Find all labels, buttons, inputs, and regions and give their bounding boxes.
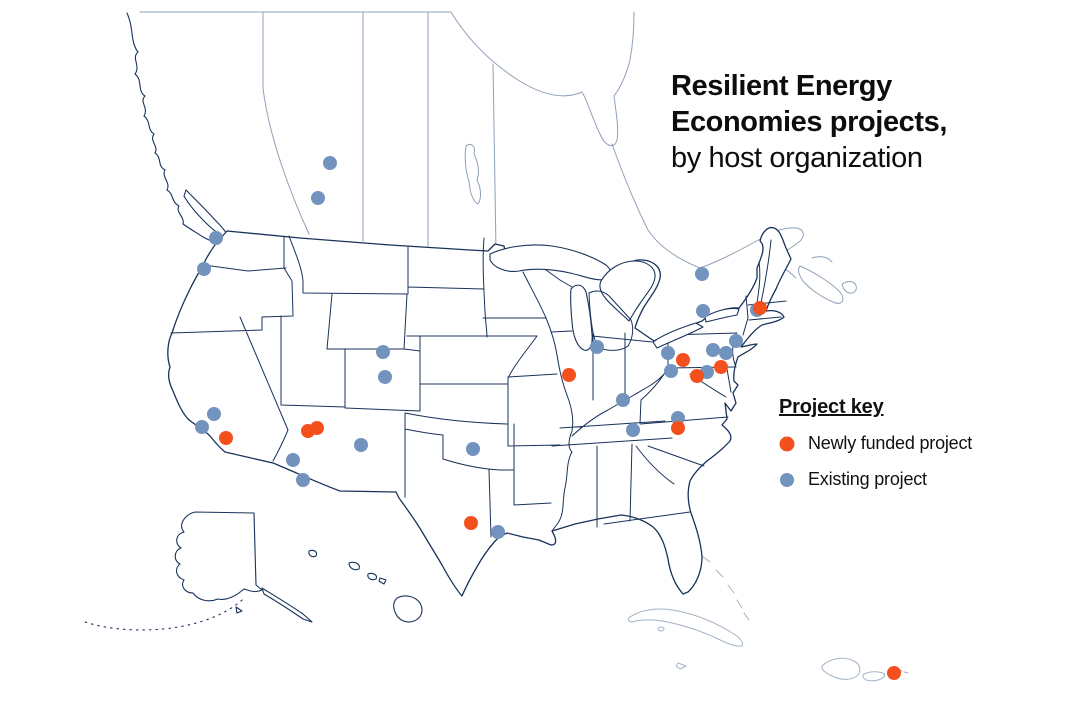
existing-swatch-icon bbox=[780, 472, 794, 487]
vancouver-island bbox=[183, 189, 230, 239]
hispaniola bbox=[821, 657, 861, 680]
us-outline bbox=[167, 226, 792, 597]
hawaii-big-island bbox=[393, 595, 423, 623]
cape-breton-island bbox=[841, 281, 857, 294]
manitoba-ontario-border bbox=[492, 63, 497, 252]
bc-alberta-border bbox=[262, 11, 310, 235]
project-marker-existing[interactable] bbox=[197, 262, 211, 276]
lake-winnipeg bbox=[464, 143, 481, 205]
nova-scotia bbox=[798, 265, 844, 304]
project-marker-existing[interactable] bbox=[378, 370, 392, 384]
project-marker-existing[interactable] bbox=[696, 304, 710, 318]
legend-item-existing: Existing project bbox=[779, 469, 972, 490]
lake-erie bbox=[652, 322, 704, 349]
legend-label-newly-funded: Newly funded project bbox=[808, 433, 973, 453]
project-marker-existing[interactable] bbox=[311, 191, 325, 205]
lake-huron bbox=[599, 260, 656, 322]
hawaii bbox=[308, 549, 423, 623]
caribbean-islands bbox=[627, 555, 909, 682]
project-marker-existing[interactable] bbox=[671, 411, 685, 425]
upper-peninsula-shore bbox=[545, 269, 573, 288]
project-marker-new[interactable] bbox=[310, 421, 324, 435]
great-lakes bbox=[489, 244, 740, 351]
pacific-coast-canada bbox=[126, 12, 230, 242]
project-marker-existing[interactable] bbox=[195, 420, 209, 434]
project-marker-existing[interactable] bbox=[719, 346, 733, 360]
title-line-3: by host organization bbox=[671, 142, 923, 174]
title-line-1: Resilient Energy bbox=[671, 70, 892, 102]
project-marker-existing[interactable] bbox=[664, 364, 678, 378]
puerto-rico bbox=[862, 671, 886, 682]
project-marker-existing[interactable] bbox=[207, 407, 221, 421]
project-marker-new[interactable] bbox=[671, 421, 685, 435]
state-borders bbox=[170, 235, 787, 538]
project-marker-existing[interactable] bbox=[466, 442, 480, 456]
bc-fjord-coast bbox=[126, 12, 212, 242]
newly-funded-swatch-icon bbox=[779, 436, 795, 451]
alaska-panhandle bbox=[261, 587, 313, 623]
project-marker-new[interactable] bbox=[887, 666, 901, 680]
project-marker-new[interactable] bbox=[562, 368, 576, 382]
cuba bbox=[627, 608, 743, 647]
lake-ontario bbox=[704, 307, 740, 323]
project-marker-existing[interactable] bbox=[616, 393, 630, 407]
legend-title: Project key bbox=[779, 396, 884, 418]
aleutian-islands bbox=[81, 599, 243, 631]
project-marker-existing[interactable] bbox=[706, 343, 720, 357]
kodiak-island bbox=[235, 606, 243, 614]
project-marker-new[interactable] bbox=[714, 360, 728, 374]
project-marker-existing[interactable] bbox=[491, 525, 505, 539]
project-marker-new[interactable] bbox=[464, 516, 478, 530]
canada-borders bbox=[139, 11, 857, 304]
project-marker-existing[interactable] bbox=[729, 334, 743, 348]
chart-title: Resilient Energy Economies projects, by … bbox=[671, 68, 1001, 176]
project-marker-new[interactable] bbox=[690, 369, 704, 383]
project-marker-existing[interactable] bbox=[695, 267, 709, 281]
legend-item-newly-funded: Newly funded project bbox=[779, 433, 972, 454]
hawaii-oahu bbox=[348, 561, 360, 571]
prince-edward-island bbox=[811, 256, 833, 263]
jamaica bbox=[675, 662, 687, 670]
project-marker-existing[interactable] bbox=[209, 231, 223, 245]
project-marker-new[interactable] bbox=[219, 431, 233, 445]
hawaii-maui bbox=[367, 572, 387, 585]
hawaii-kauai bbox=[308, 549, 318, 558]
project-marker-new[interactable] bbox=[753, 301, 767, 315]
alaska-mainland bbox=[174, 511, 263, 602]
project-marker-existing[interactable] bbox=[354, 438, 368, 452]
project-key-legend: Project key Newly funded project Existin… bbox=[779, 396, 972, 505]
ontario-quebec-border bbox=[611, 143, 701, 269]
isle-of-youth bbox=[657, 626, 665, 632]
project-marker-existing[interactable] bbox=[376, 345, 390, 359]
project-markers bbox=[195, 156, 901, 680]
legend-label-existing: Existing project bbox=[808, 469, 927, 489]
title-line-2: Economies projects, bbox=[671, 106, 948, 138]
project-marker-existing[interactable] bbox=[323, 156, 337, 170]
bahamas bbox=[697, 555, 750, 621]
alaska bbox=[81, 511, 313, 631]
project-marker-existing[interactable] bbox=[590, 340, 604, 354]
project-marker-existing[interactable] bbox=[286, 453, 300, 467]
hudson-bay-coast bbox=[450, 11, 635, 147]
project-marker-existing[interactable] bbox=[296, 473, 310, 487]
project-marker-new[interactable] bbox=[676, 353, 690, 367]
project-marker-existing[interactable] bbox=[661, 346, 675, 360]
project-marker-existing[interactable] bbox=[626, 423, 640, 437]
st-lawrence-gaspe-coast bbox=[699, 227, 804, 269]
